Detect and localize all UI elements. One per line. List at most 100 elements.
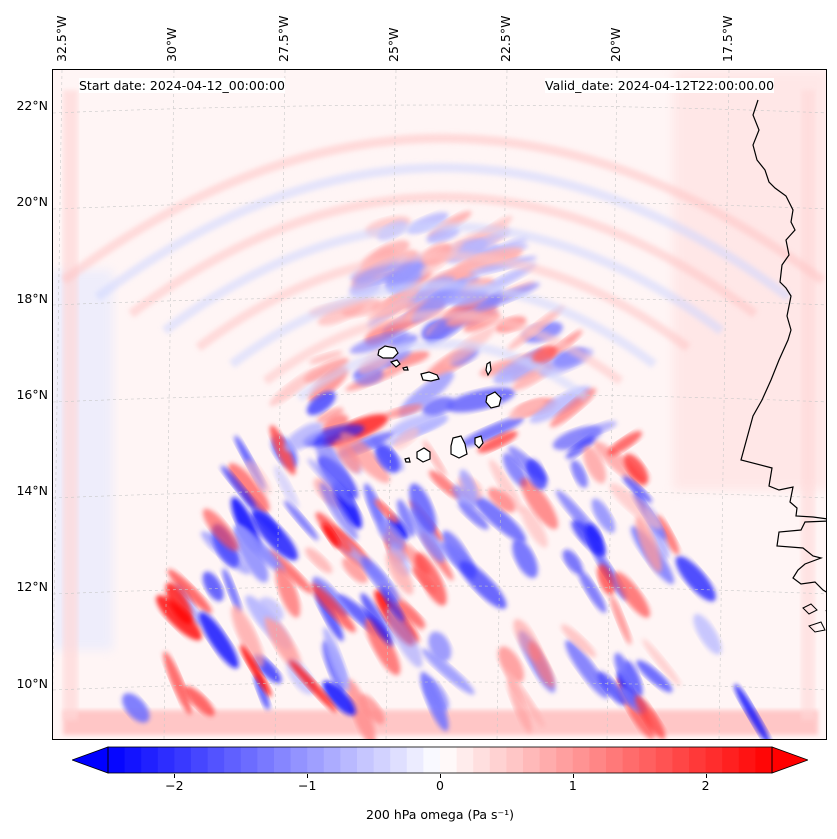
colorbar-segment	[722, 747, 740, 773]
island-sao-vicente	[389, 359, 401, 368]
negative-omega-cell	[323, 627, 350, 692]
parallel-line	[53, 489, 826, 499]
positive-omega-cell	[228, 463, 270, 513]
positive-omega-cell	[374, 498, 399, 524]
colorbar-segment	[689, 747, 707, 773]
positive-omega-cell	[322, 523, 340, 548]
negative-omega-cell	[529, 386, 591, 424]
meridian-line	[385, 70, 397, 739]
colorbar-segment	[622, 747, 640, 773]
colorbar-extend-max	[771, 746, 808, 774]
positive-omega-cell	[497, 646, 525, 683]
lon-label-17-5w: 17.5°W	[720, 15, 735, 62]
graticule	[53, 70, 826, 739]
negative-omega-cell	[375, 444, 400, 473]
negative-omega-cell	[578, 569, 607, 613]
positive-omega-cell	[269, 425, 296, 475]
positive-omega-cell	[507, 678, 532, 734]
positive-omega-cell	[385, 552, 414, 595]
bissagos-islands	[802, 603, 826, 633]
positive-omega-cell	[623, 453, 649, 485]
colorbar-tick-label: 1	[568, 778, 577, 793]
omega-field-map	[53, 70, 826, 739]
colorbar-tick-label: 2	[701, 778, 710, 793]
positive-omega-cell	[613, 571, 650, 618]
positive-omega-cell	[265, 615, 302, 671]
negative-omega-cell	[283, 422, 323, 452]
parallel-line	[53, 200, 826, 210]
lat-label-18n: 18°N	[16, 291, 48, 306]
colorbar-outline	[107, 746, 773, 774]
positive-omega-cell	[342, 557, 368, 584]
island-boa-vista	[485, 391, 502, 409]
colorbar-segment	[373, 747, 391, 773]
colorbar-segment	[257, 747, 275, 773]
colorbar-tick-label: 0	[436, 778, 444, 793]
positive-omega-cell	[289, 659, 337, 713]
africa-coastline-south	[776, 520, 826, 593]
positive-omega-cell	[609, 482, 662, 530]
negative-omega-cell	[251, 510, 298, 561]
positive-omega-cell	[531, 344, 558, 364]
colorbar-segment	[423, 747, 441, 773]
negative-omega-cell	[565, 436, 596, 459]
positive-omega-cell	[365, 617, 401, 676]
positive-omega-cell	[305, 547, 333, 574]
meridian-line	[718, 70, 730, 739]
negative-omega-cell	[390, 412, 448, 437]
negative-omega-cell	[349, 330, 410, 354]
positive-omega-cell	[656, 515, 680, 555]
positive-omega-cell	[428, 470, 461, 499]
lat-label-16n: 16°N	[16, 387, 48, 402]
colorbar-segment	[755, 747, 773, 773]
island-santiago	[450, 435, 468, 459]
positive-omega-cell	[163, 651, 192, 715]
positive-omega-cell	[422, 440, 447, 478]
colorbar-segment	[406, 747, 424, 773]
eastern-boundary-band	[801, 90, 815, 720]
negative-omega-cell	[421, 648, 475, 695]
positive-omega-cell	[334, 438, 361, 474]
negative-omega-cell	[377, 521, 405, 550]
negative-omega-cell	[597, 671, 627, 706]
colorbar-segment	[191, 747, 209, 773]
positive-omega-cell	[345, 678, 376, 739]
positive-omega-cell	[635, 516, 662, 573]
colorbar-segment	[357, 747, 375, 773]
negative-omega-cell	[397, 499, 416, 537]
negative-omega-cell	[386, 606, 423, 668]
negative-omega-cell	[591, 498, 616, 534]
parallel-line	[53, 104, 826, 114]
positive-omega-cell	[202, 508, 239, 551]
colorbar-segment	[506, 747, 524, 773]
negative-omega-cell	[580, 421, 617, 438]
western-boundary-band	[63, 90, 78, 720]
positive-omega-cell	[340, 431, 390, 484]
negative-omega-cell	[423, 677, 449, 711]
positive-omega-cell	[487, 487, 516, 513]
valid-date-label: Valid_date: 2024-04-12T22:00:00.00	[545, 78, 775, 93]
colorbar-tickmark	[307, 774, 309, 778]
parallel-line	[53, 296, 826, 306]
positive-omega-cell	[167, 569, 212, 614]
wave-front-band	[61, 133, 825, 285]
meridian-line	[606, 70, 618, 739]
negative-omega-cell	[409, 483, 437, 533]
positive-omega-cell	[477, 431, 518, 453]
negative-omega-cell	[306, 391, 336, 416]
negative-omega-cell	[307, 458, 356, 508]
colorbar-segment	[738, 747, 756, 773]
negative-omega-cell	[284, 500, 319, 541]
negative-omega-cell	[570, 459, 588, 488]
colorbar-segment	[440, 747, 458, 773]
positive-omega-cell	[412, 566, 438, 595]
omega-contours	[53, 70, 826, 739]
lat-label-12n: 12°N	[16, 579, 48, 594]
colorbar-segment	[606, 747, 624, 773]
colorbar-segment	[572, 747, 590, 773]
colorbar-segment	[224, 747, 242, 773]
negative-omega-cell	[473, 496, 526, 543]
positive-omega-cell	[275, 566, 301, 618]
africa-coastline	[740, 99, 826, 520]
colorbar-segment	[340, 747, 358, 773]
